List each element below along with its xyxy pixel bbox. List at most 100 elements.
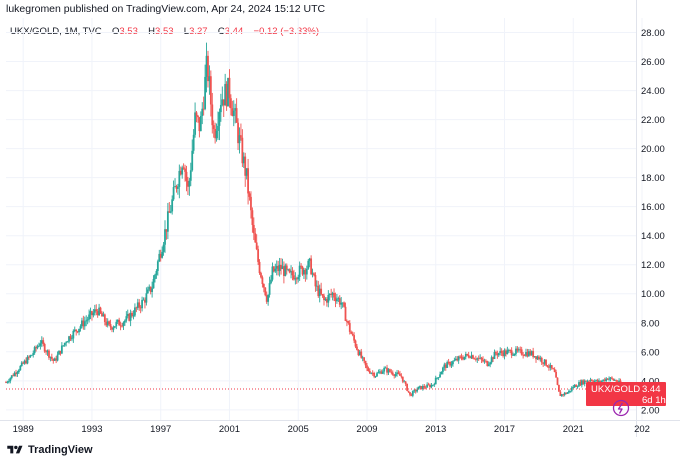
candle-body <box>549 365 552 368</box>
candle-body <box>132 315 135 317</box>
candle-body <box>570 387 573 391</box>
candle-body <box>313 273 315 276</box>
candle-body <box>191 150 194 171</box>
candle-body <box>303 269 305 275</box>
candle-body <box>60 345 63 354</box>
price-tick-label: 12.00 <box>641 260 665 271</box>
time-tick-label: 2001 <box>219 424 240 435</box>
candle-body <box>126 313 129 317</box>
candle-body <box>159 253 162 258</box>
candle-body <box>340 302 343 305</box>
candle-body <box>30 355 33 356</box>
candle-body <box>189 170 192 181</box>
candle-body <box>466 353 469 356</box>
candle-body <box>144 299 146 303</box>
candle-body <box>218 112 221 126</box>
candle-body <box>271 266 274 280</box>
candle-body <box>261 277 264 285</box>
candle-body <box>86 319 89 321</box>
candle-body <box>446 362 449 368</box>
candle-body <box>89 311 92 315</box>
candle-body <box>13 372 16 376</box>
candle-body <box>65 342 68 344</box>
last-price-tag[interactable]: UKX/GOLD 3.44 6d 1h <box>586 381 666 406</box>
candle-body <box>482 359 484 362</box>
candle-body <box>293 275 295 280</box>
candle-body <box>38 345 40 347</box>
candle-body <box>168 211 171 213</box>
symbol-info[interactable]: UKX/GOLD, 1M, TVC <box>10 26 102 37</box>
candle-body <box>437 377 440 379</box>
candle-body <box>325 299 328 303</box>
candle-body <box>172 187 175 200</box>
candle-body <box>530 351 533 355</box>
candle-body <box>194 112 196 135</box>
candle-body <box>598 380 600 383</box>
candle-body <box>606 378 609 380</box>
candle-body <box>208 76 211 82</box>
time-tick-label: 1997 <box>150 424 171 435</box>
candle-body <box>609 377 612 379</box>
candle-body <box>135 307 138 309</box>
candle-body <box>393 374 396 376</box>
candle-body <box>336 299 338 302</box>
candle-body <box>96 311 99 316</box>
tradingview-brand[interactable]: TradingView <box>6 444 93 456</box>
candle-body <box>344 306 347 321</box>
candle-body <box>10 375 13 379</box>
high-value: 3.53 <box>155 26 174 37</box>
candle-body <box>287 269 290 271</box>
candle-body <box>23 360 26 364</box>
time-tick-label: 2013 <box>425 424 446 435</box>
candle-body <box>85 320 88 322</box>
candle-body <box>533 356 536 358</box>
candle-body <box>63 342 66 346</box>
candle-body <box>337 298 340 300</box>
candle-body <box>149 286 152 292</box>
last-price-symbol: UKX/GOLD <box>591 384 640 395</box>
candle-body <box>366 365 368 369</box>
candle-body <box>515 348 517 354</box>
candle-body <box>52 358 55 361</box>
candle-body <box>540 357 543 363</box>
candle-body <box>28 356 30 358</box>
candle-body <box>158 253 161 262</box>
candle-body <box>297 277 300 280</box>
candle-body <box>536 356 539 360</box>
candle-body <box>298 265 301 278</box>
candle-body <box>241 137 244 164</box>
candle-body <box>171 199 174 212</box>
candle-body <box>350 331 353 334</box>
candle-body <box>69 336 72 340</box>
candle-body <box>389 369 391 372</box>
candle-body <box>539 357 542 360</box>
candle-body <box>252 224 255 234</box>
candle-body <box>413 390 416 392</box>
candle-body <box>323 295 325 301</box>
candle-body <box>559 391 562 397</box>
candle-body <box>519 349 522 351</box>
candle-body <box>103 314 106 322</box>
candle-body <box>566 392 569 394</box>
candle-body <box>311 273 314 275</box>
candle-body <box>599 380 602 383</box>
candle-body <box>39 343 42 346</box>
candle-body <box>354 340 357 347</box>
candle-body <box>205 55 208 77</box>
candle-body <box>429 384 431 388</box>
candle-body <box>102 314 105 317</box>
candle-body <box>484 360 487 362</box>
candle-body <box>338 298 341 305</box>
candle-body <box>179 170 182 175</box>
candle-body <box>272 266 275 272</box>
candle-body <box>569 390 572 392</box>
candle-body <box>588 380 590 382</box>
lightning-icon[interactable] <box>612 399 630 417</box>
candle-body <box>15 372 17 374</box>
candle-body <box>543 359 546 364</box>
candle-body <box>378 371 381 373</box>
candle-body <box>224 84 227 106</box>
candle-body <box>454 358 457 361</box>
publisher-caption: lukegromen published on TradingView.com,… <box>6 3 326 15</box>
